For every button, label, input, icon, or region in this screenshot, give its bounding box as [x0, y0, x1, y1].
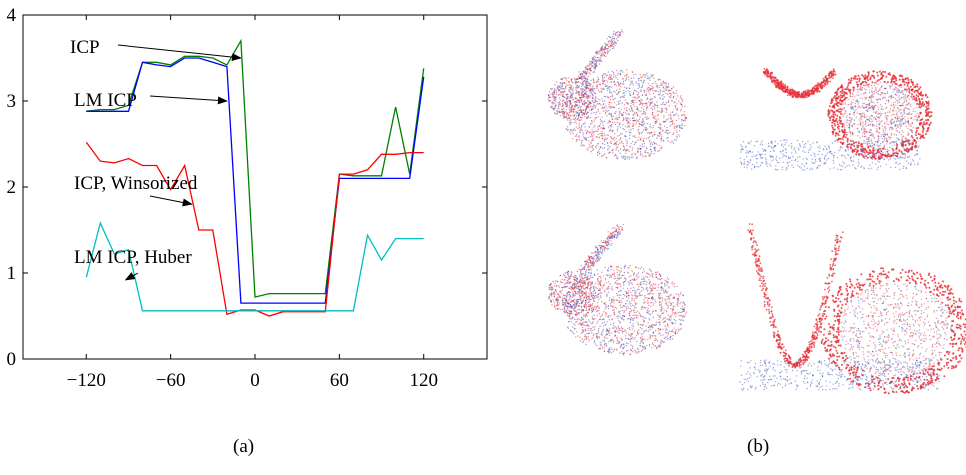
caption-b: (b)	[747, 436, 769, 458]
x-tick-label: 120	[409, 370, 438, 391]
annotation-arrow	[150, 96, 227, 101]
y-tick-label: 3	[7, 91, 17, 112]
bunny-aligned-bottom	[548, 224, 687, 356]
bunny-aligned-top	[548, 29, 688, 160]
annotation-arrow	[126, 273, 138, 280]
annotation-arrow	[150, 196, 192, 204]
x-tick-label: −120	[67, 370, 106, 391]
annotation-label: ICP, Winsorized	[74, 173, 198, 194]
point-cloud-panel	[548, 29, 966, 394]
annotation-label: ICP	[70, 37, 100, 58]
annotation-label: LM ICP, Huber	[74, 247, 192, 268]
bunny-misaligned-bottom	[740, 223, 966, 394]
x-tick-label: −60	[156, 370, 186, 391]
caption-a: (a)	[233, 436, 254, 458]
annotation-label: LM ICP	[74, 90, 137, 111]
y-tick-label: 1	[7, 263, 17, 284]
annotation-arrow	[118, 45, 241, 58]
y-tick-label: 2	[7, 177, 17, 198]
x-tick-label: 60	[330, 370, 349, 391]
y-tick-label: 0	[7, 349, 17, 370]
x-tick-label: 0	[250, 370, 260, 391]
y-tick-label: 4	[7, 5, 17, 26]
bunny-misaligned-top	[740, 68, 933, 171]
